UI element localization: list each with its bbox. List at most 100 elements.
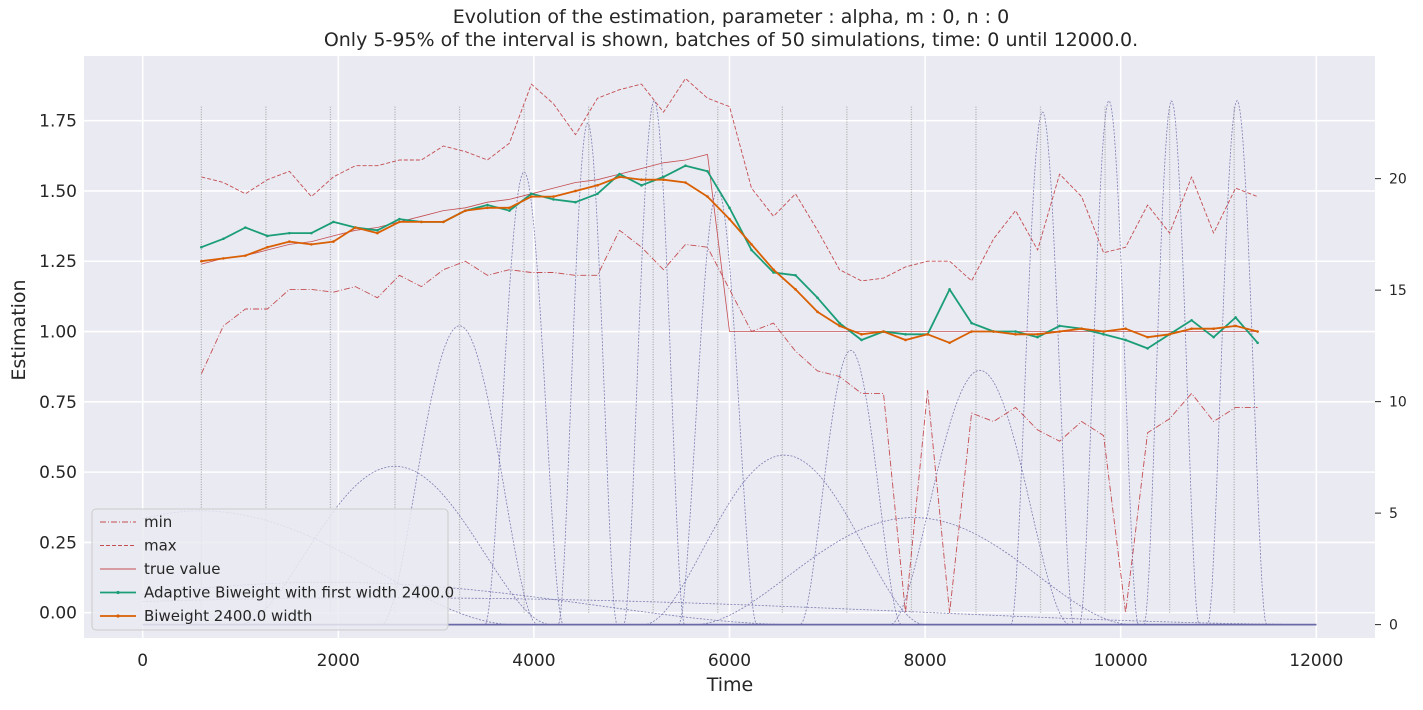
series-point <box>1146 335 1149 339</box>
chart-subtitle: Only 5-95% of the interval is shown, bat… <box>324 29 1138 51</box>
x-tick-label: 8000 <box>903 651 946 671</box>
series-point <box>750 248 753 252</box>
y-tick-label: 0.25 <box>39 533 77 553</box>
legend-label: Adaptive Biweight with first width 2400.… <box>144 584 454 602</box>
series-point <box>486 206 489 210</box>
y-tick-label: 1.00 <box>39 323 77 343</box>
x-tick-label: 12000 <box>1289 651 1343 671</box>
series-point <box>838 324 841 328</box>
series-point <box>1146 347 1149 350</box>
y2-tick-label: 15 <box>1389 283 1407 299</box>
series-point <box>222 257 225 260</box>
series-point <box>948 341 951 345</box>
series-point <box>288 231 291 235</box>
series-point <box>684 181 687 184</box>
series-point <box>662 178 665 182</box>
series-point <box>728 217 731 221</box>
series-point <box>750 243 753 246</box>
series-point <box>1234 324 1237 328</box>
series-point <box>596 192 599 196</box>
series-point <box>354 226 357 229</box>
series-point <box>1102 330 1105 333</box>
y2-tick-label: 10 <box>1389 395 1407 411</box>
series-point <box>1256 330 1259 333</box>
series-point <box>1168 333 1171 336</box>
series-point <box>222 237 225 241</box>
y-tick-label: 1.25 <box>39 252 77 272</box>
y-tick-labels: 0.00 0.25 0.50 0.75 1.00 1.25 1.50 1.75 <box>39 112 77 624</box>
series-point <box>706 169 709 173</box>
series-point <box>332 240 335 243</box>
legend: min max true value Adaptive Biweight with f… <box>91 508 454 631</box>
series-point <box>1014 330 1017 333</box>
series-point <box>1234 316 1237 319</box>
series-point <box>530 195 533 198</box>
x-tick-label: 2000 <box>317 651 360 671</box>
series-point <box>970 321 973 325</box>
y2-tick-label: 0 <box>1389 618 1398 634</box>
series-point <box>486 203 489 207</box>
series-point <box>970 330 973 333</box>
series-point <box>662 175 665 179</box>
series-point <box>926 333 929 336</box>
series-point <box>772 271 775 274</box>
series-point <box>1256 341 1259 345</box>
series-point <box>332 220 335 224</box>
y-tick-label: 1.50 <box>39 182 77 202</box>
series-point <box>574 189 577 193</box>
series-point <box>200 245 203 249</box>
legend-marker <box>116 614 120 618</box>
y2-tick-label: 20 <box>1389 172 1407 188</box>
series-point <box>772 268 775 271</box>
y-tick-label: 0.50 <box>39 463 77 483</box>
series-point <box>310 231 313 235</box>
series-point <box>1036 333 1039 336</box>
chart-title: Evolution of the estimation, parameter :… <box>453 6 1009 28</box>
series-point <box>398 220 401 224</box>
series-point <box>530 192 533 196</box>
series-point <box>420 220 423 224</box>
series-point <box>266 245 269 249</box>
series-point <box>596 184 599 187</box>
series-point <box>904 338 907 342</box>
series-point <box>1058 330 1061 333</box>
series-point <box>640 178 643 182</box>
series-point <box>816 296 819 300</box>
series-point <box>640 184 643 187</box>
series-point <box>860 333 863 336</box>
series-point <box>684 164 687 167</box>
series-point <box>310 243 313 246</box>
y2-tick-label: 5 <box>1389 506 1398 522</box>
series-lines <box>200 78 1259 614</box>
series-point <box>508 206 511 210</box>
series-point <box>1058 324 1061 328</box>
series-point <box>838 321 841 325</box>
series-point <box>1190 327 1193 331</box>
series-point <box>376 229 379 232</box>
series-line <box>201 154 1258 332</box>
series-point <box>1014 333 1017 336</box>
series-point <box>1102 333 1105 336</box>
series-point <box>1036 335 1039 339</box>
series-point <box>904 333 907 336</box>
series-point <box>1124 327 1127 331</box>
x-tick-label: 0 <box>137 651 148 671</box>
series-point <box>376 231 379 235</box>
kernel-curve <box>142 100 1317 625</box>
series-point <box>508 209 511 212</box>
y-tick-label: 0.75 <box>39 393 77 413</box>
kernel-curve <box>142 517 1317 625</box>
series-point <box>728 206 731 210</box>
series-point <box>442 220 445 224</box>
legend-label: Biweight 2400.0 width <box>144 607 312 625</box>
series-point <box>244 226 247 229</box>
series-line <box>200 229 1258 614</box>
series-point <box>1080 327 1083 331</box>
y-tick-label: 0.00 <box>39 604 77 624</box>
y-axis-label: Estimation <box>8 279 30 380</box>
series-line <box>201 78 1258 282</box>
series-point <box>794 274 797 277</box>
series-point <box>816 310 819 314</box>
series-point <box>860 338 863 342</box>
y-tick-label: 1.75 <box>39 112 77 132</box>
